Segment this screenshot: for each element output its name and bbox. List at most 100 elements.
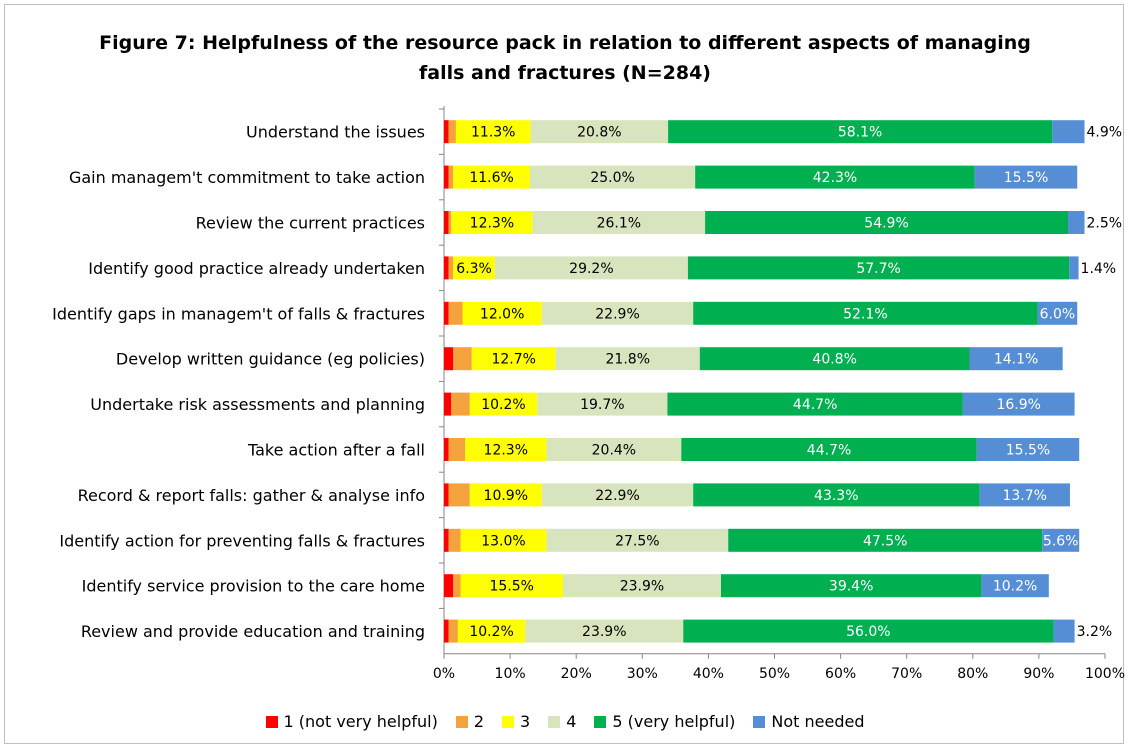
data-label: 15.5% xyxy=(1006,443,1050,459)
bar-segment xyxy=(529,165,696,189)
legend-item: 2 xyxy=(455,712,484,731)
bar-segment xyxy=(455,120,531,144)
data-label: 54.9% xyxy=(864,216,908,232)
bar-segment xyxy=(976,438,1080,461)
data-label: 23.9% xyxy=(620,579,664,595)
bar-segment xyxy=(681,438,977,461)
bar-segment xyxy=(981,574,1049,598)
chart-title: Figure 7: Helpfulness of the resource pa… xyxy=(0,28,1130,88)
x-tick-label: 20% xyxy=(561,666,592,682)
bar-segment xyxy=(969,347,1063,371)
bar-segment xyxy=(1067,211,1085,234)
bar-segment xyxy=(530,120,669,144)
bar-segment xyxy=(462,301,542,325)
bar-segment xyxy=(546,438,682,461)
category-label: Record & report falls: gather & analyse … xyxy=(78,486,425,505)
bar-segment xyxy=(1053,619,1075,643)
data-label: 57.7% xyxy=(856,261,900,277)
bar-segment xyxy=(453,574,461,598)
data-label: 3.2% xyxy=(1077,624,1113,640)
data-label: 20.8% xyxy=(577,125,621,141)
bar-segment xyxy=(444,483,449,507)
bar-segment xyxy=(962,392,1075,416)
bar-segment xyxy=(469,392,538,416)
bar-segment xyxy=(705,211,1068,234)
data-label: 11.3% xyxy=(471,125,515,141)
data-label: 5.6% xyxy=(1043,533,1079,549)
category-label: Develop written guidance (eg policies) xyxy=(116,350,425,369)
chart-title-line-1: Figure 7: Helpfulness of the resource pa… xyxy=(99,32,1031,54)
x-tick-label: 0% xyxy=(433,666,455,682)
data-label: 26.1% xyxy=(597,216,641,232)
data-label: 21.8% xyxy=(606,352,650,368)
data-label: 10.9% xyxy=(484,488,528,504)
x-tick-label: 10% xyxy=(495,666,526,682)
data-label: 44.7% xyxy=(793,397,837,413)
bar-segment xyxy=(457,619,526,643)
bar-segment xyxy=(453,347,472,371)
data-label: 11.6% xyxy=(469,170,513,186)
bar-segment xyxy=(537,392,668,416)
legend-label: 4 xyxy=(566,712,577,731)
data-label: 4.9% xyxy=(1087,125,1123,141)
bar-segment xyxy=(448,211,452,234)
bar-segment xyxy=(555,347,700,371)
legend-label: 2 xyxy=(473,712,484,731)
bar-segment xyxy=(453,256,495,280)
data-label: 27.5% xyxy=(615,533,659,549)
data-label: 23.9% xyxy=(582,624,626,640)
legend: 1 (not very helpful) 2 3 4 5 (very helpful) N… xyxy=(0,712,1130,731)
category-label: Identify good practice already undertake… xyxy=(88,259,425,278)
legend-swatch xyxy=(455,715,468,728)
data-label: 13.7% xyxy=(1002,488,1046,504)
legend-swatch xyxy=(548,715,561,728)
data-label: 15.5% xyxy=(490,579,534,595)
x-tick-label: 100% xyxy=(1085,666,1125,682)
bar-segment xyxy=(532,211,706,234)
bar-segment xyxy=(1037,301,1078,325)
data-label: 6.3% xyxy=(456,261,492,277)
data-label: 12.0% xyxy=(480,306,524,322)
legend-swatch xyxy=(594,715,607,728)
bar-segment xyxy=(448,120,456,144)
legend-item: 5 (very helpful) xyxy=(594,712,735,731)
data-label: 39.4% xyxy=(829,579,873,595)
data-label: 22.9% xyxy=(595,488,639,504)
data-label: 20.4% xyxy=(592,443,636,459)
data-label: 15.5% xyxy=(1004,170,1048,186)
legend-swatch xyxy=(502,715,514,728)
bar-segment xyxy=(720,574,982,598)
bar-segment xyxy=(667,392,963,416)
x-tick-label: 30% xyxy=(627,666,658,682)
category-label: Review and provide education and trainin… xyxy=(81,622,425,641)
bar-segment xyxy=(460,528,547,552)
x-tick-label: 50% xyxy=(759,666,790,682)
bar-segment xyxy=(444,256,449,280)
bar-segment xyxy=(695,165,975,189)
bar-segment xyxy=(668,120,1053,144)
data-label: 16.9% xyxy=(996,397,1040,413)
category-label: Identify action for preventing falls & f… xyxy=(59,531,425,550)
category-label: Review the current practices xyxy=(196,214,425,233)
category-label: Identify service provision to the care h… xyxy=(82,577,425,596)
legend-swatch xyxy=(265,715,278,728)
data-label: 25.0% xyxy=(590,170,634,186)
bar-segment xyxy=(546,528,729,552)
data-label: 10.2% xyxy=(469,624,513,640)
data-label: 43.3% xyxy=(814,488,858,504)
bar-segment xyxy=(728,528,1043,552)
category-label: Undertake risk assessments and planning xyxy=(90,395,425,414)
bar-segment xyxy=(444,392,452,416)
legend-item: Not needed xyxy=(753,712,864,731)
data-label: 42.3% xyxy=(813,170,857,186)
legend-label: Not needed xyxy=(771,712,865,731)
bar-segment xyxy=(469,483,542,507)
bar-segment xyxy=(444,574,454,598)
legend-swatch xyxy=(753,715,766,728)
data-label: 12.7% xyxy=(491,352,535,368)
data-label: 2.5% xyxy=(1087,216,1123,232)
data-label: 12.3% xyxy=(470,216,514,232)
bar-segment xyxy=(471,347,556,371)
data-label: 52.1% xyxy=(843,306,887,322)
bar-segment xyxy=(541,301,694,325)
